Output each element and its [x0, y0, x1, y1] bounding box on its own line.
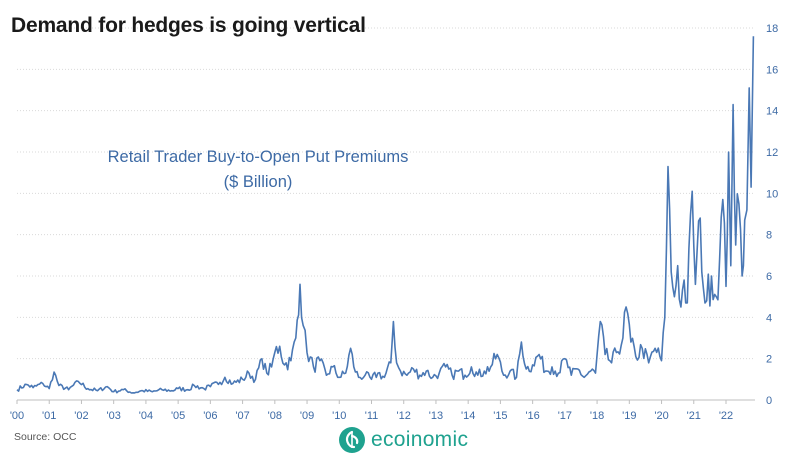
y-tick-label: 4 — [766, 312, 772, 324]
x-tick-label: '15 — [493, 410, 507, 422]
annotation-line-2: ($ Billion) — [223, 173, 293, 191]
x-tick-label: '20 — [654, 410, 668, 422]
x-tick-label: '01 — [42, 410, 56, 422]
x-tick-label: '05 — [171, 410, 185, 422]
x-tick-label: '02 — [74, 410, 88, 422]
x-tick-label: '18 — [590, 410, 604, 422]
y-tick-label: 12 — [766, 147, 778, 159]
x-tick-label: '16 — [525, 410, 539, 422]
x-tick-label: '21 — [687, 410, 701, 422]
y-tick-label: 6 — [766, 271, 772, 283]
y-tick-label: 8 — [766, 230, 772, 242]
x-tick-label: '10 — [332, 410, 346, 422]
y-tick-label: 2 — [766, 354, 772, 366]
ecoinomic-logo-icon — [339, 427, 365, 453]
x-tick-label: '11 — [365, 410, 379, 422]
brand-logo: ecoinomic — [338, 426, 468, 454]
x-tick-label: '00 — [10, 410, 24, 422]
y-tick-label: 18 — [766, 23, 778, 35]
y-tick-label: 16 — [766, 64, 778, 76]
x-tick-label: '03 — [107, 410, 121, 422]
annotation-line-1: Retail Trader Buy-to-Open Put Premiums — [107, 148, 409, 166]
x-tick-label: '08 — [268, 410, 282, 422]
x-tick-label: '09 — [300, 410, 314, 422]
chart-annotation: Retail Trader Buy-to-Open Put Premiums (… — [80, 145, 436, 195]
y-tick-label: 14 — [766, 106, 778, 118]
x-tick-label: '13 — [429, 410, 443, 422]
brand-name: ecoinomic — [371, 428, 469, 451]
gridlines — [17, 27, 755, 360]
x-tick-label: '14 — [461, 410, 475, 422]
x-tick-label: '04 — [139, 410, 153, 422]
x-axis-ticks: '00 '01 '02 '03 '04 '05 '06 '07 '08 '09 '10 '11 '12 '… — [10, 400, 733, 422]
x-tick-label: '12 — [397, 410, 411, 422]
x-tick-label: '17 — [558, 410, 572, 422]
y-tick-label: 10 — [766, 188, 778, 200]
x-tick-label: '06 — [203, 410, 217, 422]
x-tick-label: '22 — [719, 410, 733, 422]
x-tick-label: '07 — [235, 410, 249, 422]
y-axis-ticks: 0 2 4 6 8 10 12 14 16 18 — [766, 23, 778, 407]
x-tick-label: '19 — [622, 410, 636, 422]
series-line — [16, 36, 755, 394]
y-tick-label: 0 — [766, 395, 772, 407]
chart-title: Demand for hedges is going vertical — [11, 14, 366, 37]
source-note: Source: OCC — [14, 431, 77, 443]
